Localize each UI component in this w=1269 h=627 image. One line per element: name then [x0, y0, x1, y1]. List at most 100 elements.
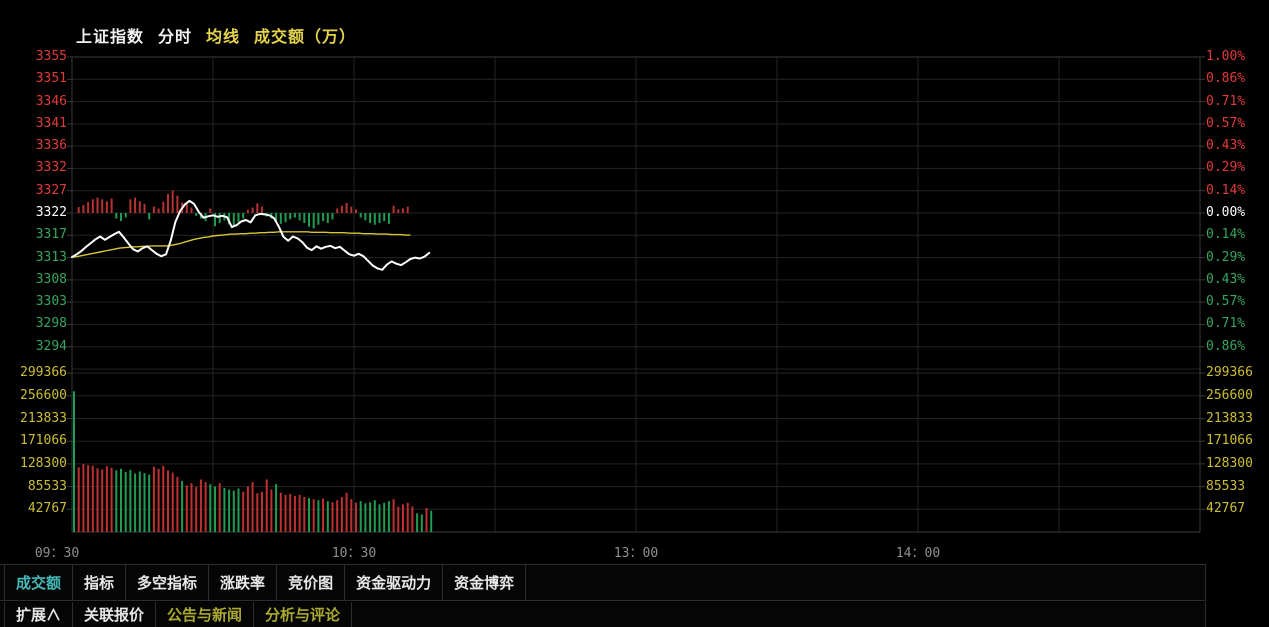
updown-bar — [242, 213, 245, 219]
volume-bar — [364, 503, 367, 532]
bottom-panel-tab-bar: 扩展∧ 关联报价 公告与新闻 分析与评论 — [0, 602, 1206, 627]
volume-bar — [190, 483, 193, 532]
indicator-tab-3[interactable]: 涨跌率 — [209, 565, 278, 600]
updown-bar — [359, 213, 362, 218]
percent-tick-label: 0.29% — [1206, 160, 1246, 176]
updown-bar — [134, 197, 137, 213]
volume-tick-label: 299366 — [20, 365, 67, 381]
volume-tick-label: 42767 — [27, 501, 67, 517]
updown-bar — [162, 201, 165, 213]
time-tick-label: 14：00 — [895, 546, 941, 561]
updown-bar — [261, 206, 263, 213]
volume-bar — [411, 506, 414, 532]
percent-tick-label: 1.00% — [1206, 49, 1246, 64]
bottom-tab-2[interactable]: 公告与新闻 — [156, 602, 255, 627]
volume-bar — [124, 472, 127, 532]
volume-bar — [82, 464, 85, 532]
tab-bar-spacer — [0, 602, 5, 627]
volume-bar — [218, 483, 221, 532]
updown-bar — [355, 209, 357, 213]
updown-bar — [293, 213, 296, 218]
volume-bar — [284, 494, 287, 532]
turnover-legend-label[interactable]: 成交额（万） — [254, 29, 357, 46]
volume-tick-label: 213833 — [20, 410, 67, 426]
volume-bar — [279, 492, 282, 532]
indicator-tab-6[interactable]: 资金博弈 — [443, 565, 527, 600]
updown-bar — [96, 197, 99, 213]
volume-tick-label: 299366 — [1206, 365, 1253, 381]
updown-bar — [317, 213, 320, 225]
updown-bar — [124, 213, 127, 218]
volume-bar — [105, 466, 108, 532]
updown-bar — [275, 213, 278, 222]
updown-bar — [345, 203, 348, 213]
updown-bar — [120, 213, 122, 222]
updown-bar — [228, 213, 231, 225]
volume-bar — [232, 490, 235, 532]
indicator-tab-1[interactable]: 指标 — [73, 565, 127, 600]
volume-bar — [397, 506, 400, 532]
updown-bar — [115, 213, 118, 219]
mode-label[interactable]: 分时 — [158, 29, 193, 46]
updown-bar — [303, 213, 306, 223]
volume-tick-label: 213833 — [1206, 410, 1253, 426]
indicator-tab-4[interactable]: 竞价图 — [277, 565, 346, 600]
price-line — [71, 199, 431, 271]
updown-bar — [152, 206, 155, 213]
volume-tick-label: 256600 — [1206, 387, 1253, 403]
updown-bar — [148, 213, 151, 220]
volume-bar — [157, 468, 160, 532]
volume-tick-label: 85533 — [27, 478, 67, 494]
updown-bar — [195, 213, 198, 216]
updown-bar — [322, 213, 325, 222]
updown-bar — [87, 202, 90, 213]
indicator-tab-5[interactable]: 资金驱动力 — [345, 565, 444, 600]
volume-bar — [152, 466, 155, 532]
updown-bar — [369, 213, 372, 223]
updown-bar — [251, 207, 254, 213]
percent-tick-label: 0.43% — [1206, 138, 1246, 154]
price-tick-label: 3303 — [35, 294, 67, 310]
volume-bar — [162, 465, 165, 532]
updown-bar — [129, 199, 132, 213]
plot-border — [71, 56, 1201, 533]
volume-bar — [355, 502, 357, 532]
updown-bar — [350, 206, 353, 213]
volume-bar — [265, 479, 268, 532]
volume-bar — [293, 495, 296, 532]
volume-bar — [369, 502, 372, 532]
volume-bar — [416, 513, 419, 532]
volume-bar — [331, 502, 334, 532]
chart-title-bar: 上证指数 分时 均线 成交额（万） — [76, 23, 356, 47]
volume-bar — [312, 499, 315, 532]
indicator-tab-0[interactable]: 成交额 — [5, 565, 74, 600]
volume-bar — [392, 499, 395, 532]
symbol-name: 上证指数 — [76, 29, 145, 46]
price-tick-label: 3332 — [35, 160, 67, 176]
volume-bar — [246, 486, 249, 532]
ma-legend-label[interactable]: 均线 — [206, 29, 241, 46]
updown-bar — [392, 205, 395, 213]
updown-bar — [157, 208, 160, 213]
price-tick-label: 3317 — [35, 227, 67, 243]
percent-tick-label: 0.57% — [1206, 294, 1246, 310]
price-tick-label: 3341 — [35, 115, 67, 131]
volume-bar — [270, 489, 273, 532]
volume-bar — [430, 510, 433, 532]
volume-bar — [387, 501, 390, 532]
updown-bar — [331, 213, 334, 220]
percent-tick-label: 0.43% — [1206, 271, 1246, 287]
bottom-tab-0[interactable]: 扩展∧ — [5, 602, 74, 627]
volume-bar — [110, 467, 113, 532]
indicator-tab-2[interactable]: 多空指标 — [126, 565, 210, 600]
volume-tick-label: 128300 — [1206, 455, 1253, 471]
updown-bar — [397, 209, 400, 213]
bottom-tab-3[interactable]: 分析与评论 — [254, 602, 353, 627]
volume-bar — [96, 468, 99, 532]
price-tick-label: 3294 — [35, 338, 67, 354]
volume-bar — [345, 492, 348, 532]
volume-bar — [176, 476, 179, 532]
bottom-tab-1[interactable]: 关联报价 — [73, 602, 157, 627]
price-tick-label: 3308 — [35, 271, 67, 287]
